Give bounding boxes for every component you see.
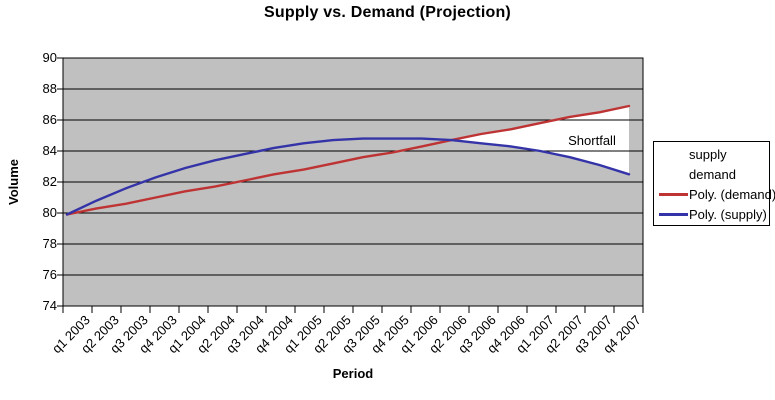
legend-item-poly-supply: Poly. (supply) [654,204,769,224]
chart-title: Supply vs. Demand (Projection) [264,4,511,21]
y-tick-label: 82 [42,174,57,189]
y-tick-label: 76 [42,267,57,282]
legend-item-supply: supply [654,144,769,164]
legend-label: Poly. (demand) [689,186,775,202]
y-tick-label: 90 [42,50,57,65]
legend-swatch-supply-line [659,212,688,216]
y-tick-label: 78 [42,236,57,251]
x-axis-title: Period [332,366,374,381]
demand-trendline [65,104,631,216]
plot-border [62,57,644,307]
shortfall-region [451,106,629,175]
legend-item-poly-demand: Poly. (demand) [654,184,775,204]
legend: supply demand Poly. (demand) Poly. (supp… [653,141,775,226]
y-tick-label: 86 [42,112,57,127]
legend-swatch-blank [659,153,688,156]
legend-item-demand: demand [654,164,769,184]
y-axis-title: Volume [6,159,21,205]
y-tick-label: 80 [42,205,57,220]
legend-label: supply [689,146,727,162]
y-tick-label: 84 [42,143,57,158]
legend-label: Poly. (supply) [689,206,767,222]
shortfall-annotation: Shortfall [568,133,616,148]
legend-label: demand [689,166,736,182]
y-tick-label: 88 [42,81,57,96]
legend-swatch-blank [659,173,688,176]
supply-trendline [65,137,631,216]
y-tick-label: 74 [42,298,57,313]
legend-swatch-demand-line [659,192,688,196]
